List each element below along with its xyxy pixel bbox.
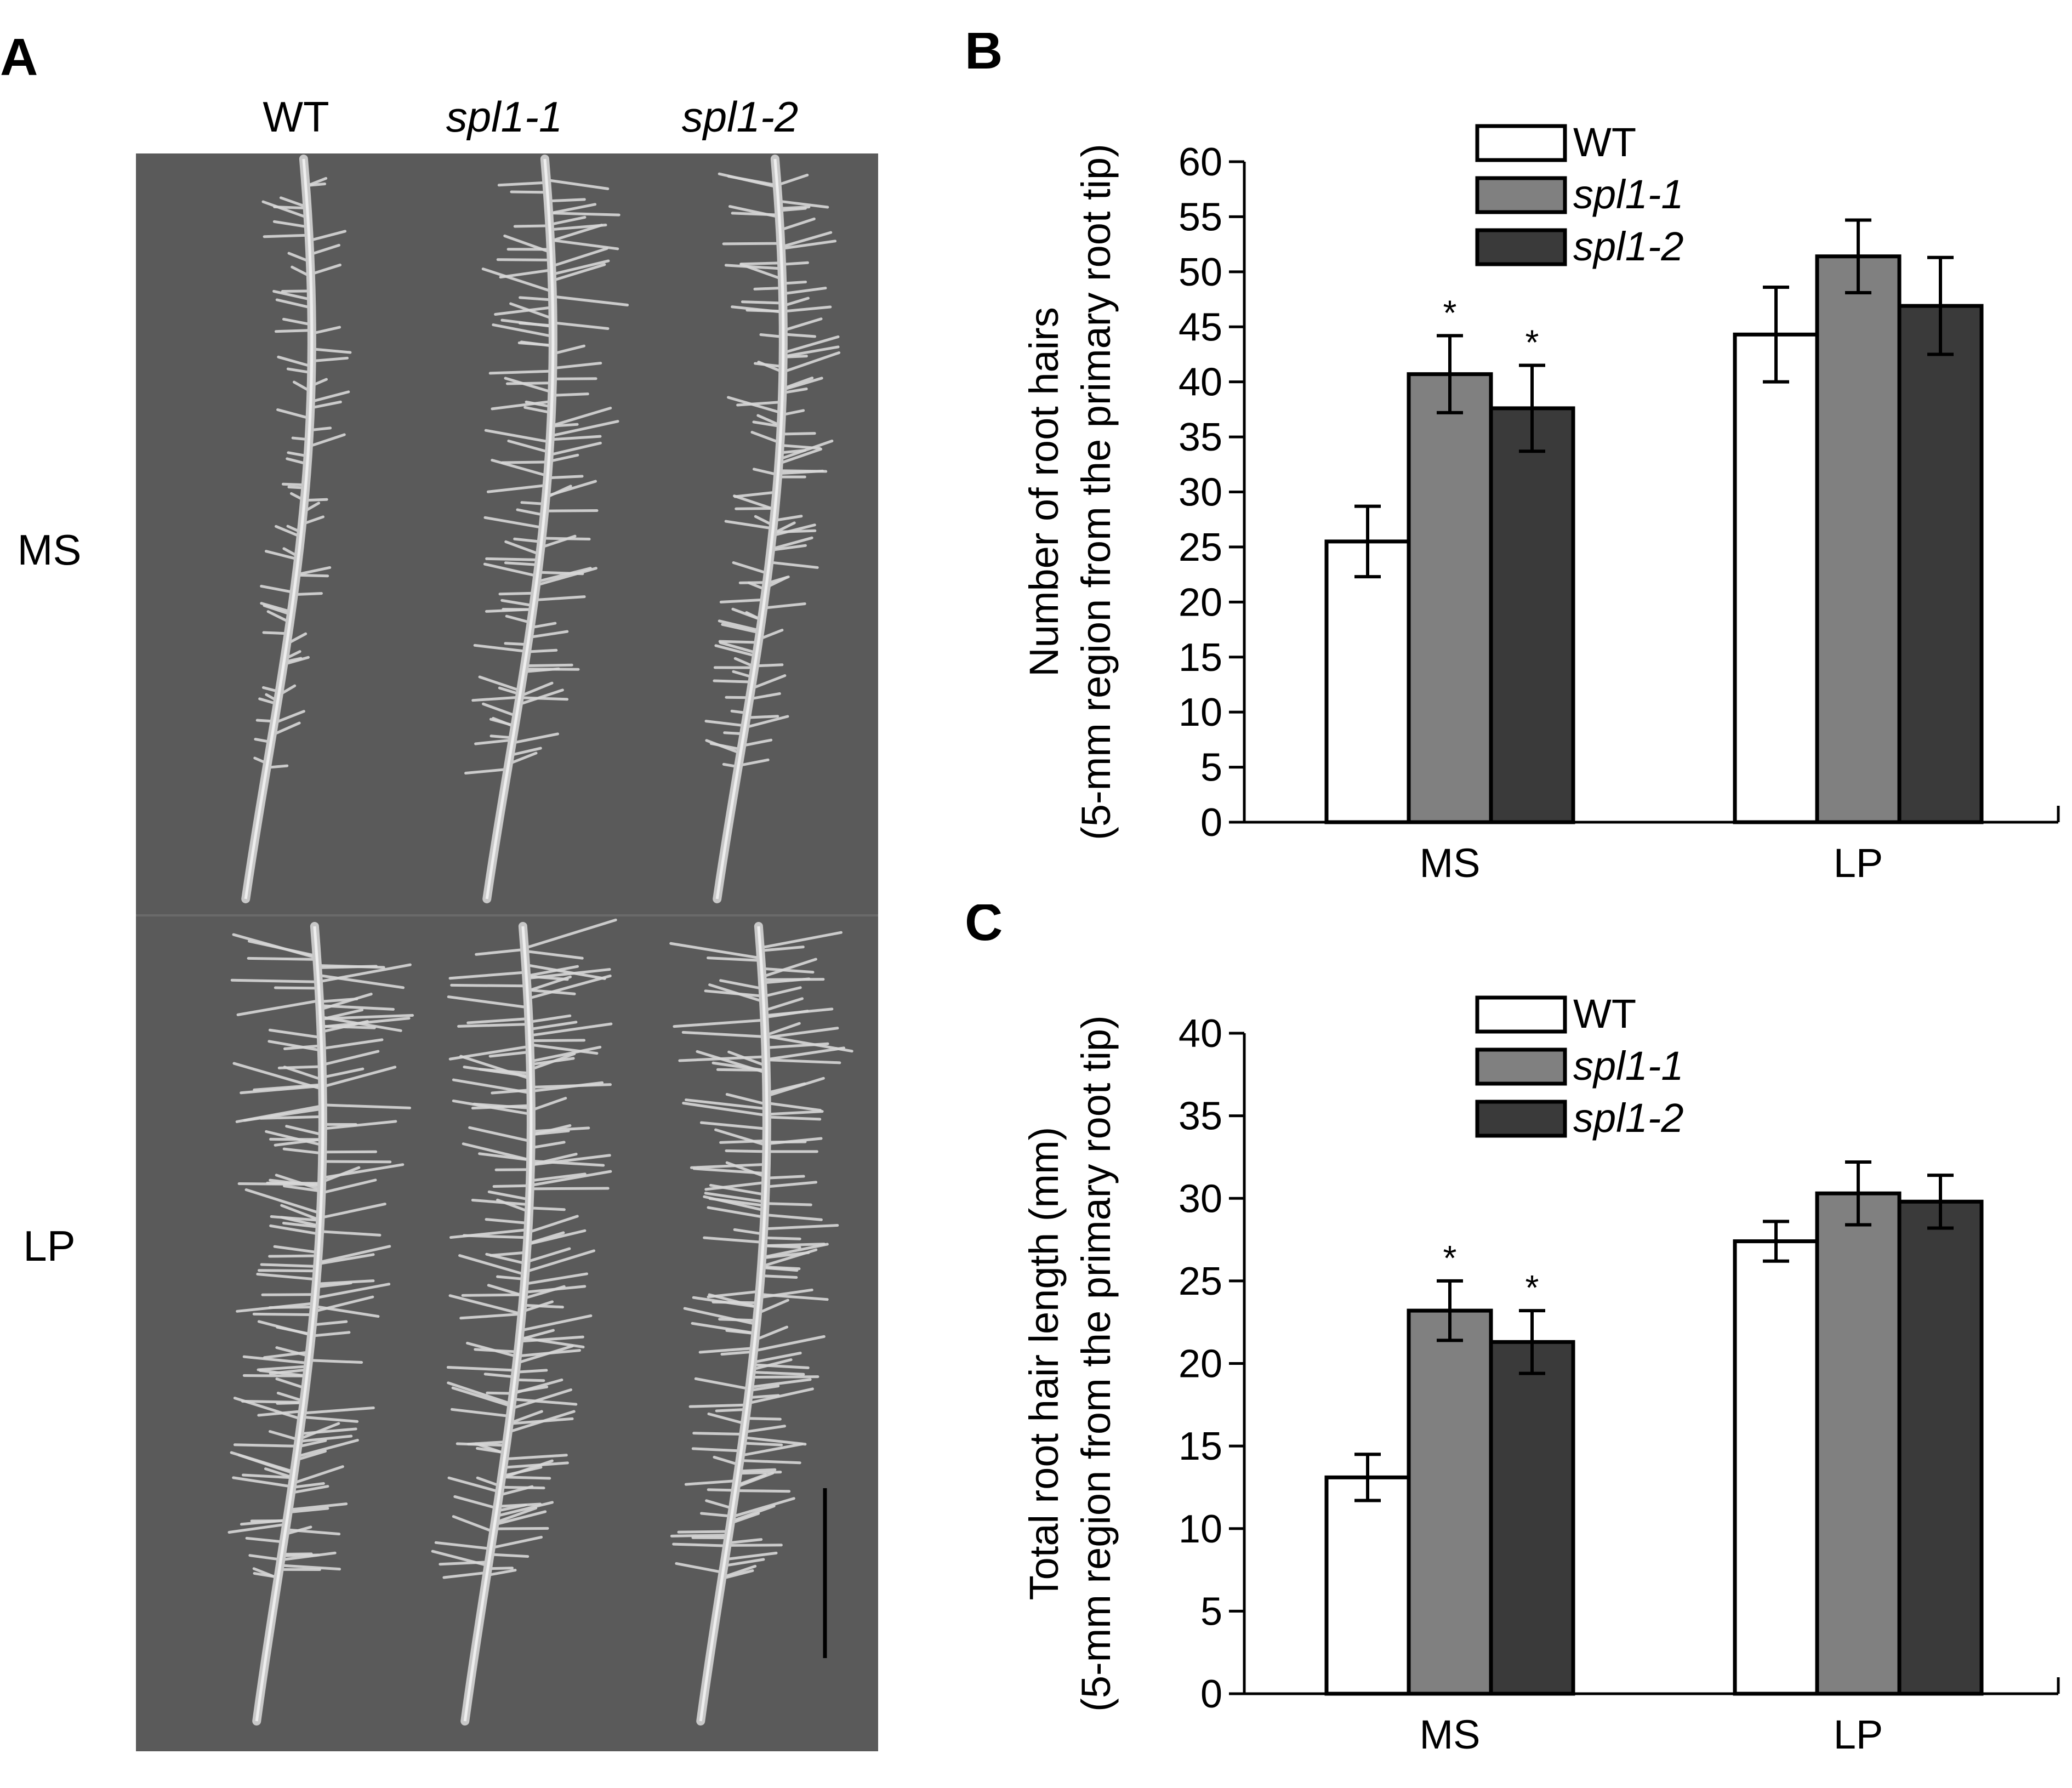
y-axis-label-2: (5-mm region from the primary root tip): [1073, 1015, 1119, 1712]
legend-label-spl1-1: spl1-1: [1573, 1043, 1684, 1089]
column-label-wt: WT: [263, 93, 329, 141]
column-label-spl1-1: spl1-1: [446, 93, 562, 141]
bar-lp-spl1-2: [1899, 1202, 1982, 1694]
y-tick-label: 25: [1179, 1260, 1222, 1303]
bar-ms-spl1-1: [1409, 1311, 1491, 1694]
root-photographs: WT spl1-1 spl1-2 MS LP: [0, 0, 899, 1785]
bar-lp-spl1-1: [1817, 257, 1899, 822]
bar-lp-wt: [1735, 1242, 1817, 1694]
significance-marker: *: [1525, 323, 1539, 362]
panel-letter-a: A: [0, 27, 38, 88]
y-tick-label: 35: [1179, 415, 1222, 459]
y-tick-label: 20: [1179, 580, 1222, 624]
row-label-lp: LP: [23, 1222, 75, 1270]
legend-swatch-wt: [1477, 998, 1565, 1032]
y-tick-label: 5: [1200, 1590, 1222, 1633]
y-tick-label: 35: [1179, 1095, 1222, 1138]
x-tick-label-ms: MS: [1420, 840, 1481, 886]
legend-label-wt: WT: [1573, 119, 1636, 165]
bar-lp-spl1-1: [1817, 1193, 1899, 1694]
y-tick-label: 30: [1179, 1177, 1222, 1221]
y-axis-label: Total root hair length (mm): [1021, 1127, 1067, 1601]
significance-marker: *: [1443, 1238, 1457, 1278]
row-label-ms: MS: [18, 526, 82, 574]
y-tick-label: 15: [1179, 636, 1222, 680]
chart-root-hair-length: C Total root hair length (mm)(5-mm region…: [965, 904, 2061, 1770]
bar-ms-spl1-2: [1491, 1342, 1573, 1694]
y-tick-label: 40: [1179, 1012, 1222, 1056]
bar-ms-wt: [1327, 542, 1409, 822]
x-tick-label-ms: MS: [1420, 1712, 1481, 1757]
y-tick-label: 60: [1179, 140, 1222, 184]
x-tick-label-lp: LP: [1834, 840, 1883, 886]
legend-swatch-spl1-2: [1477, 230, 1565, 264]
bar-lp-spl1-2: [1899, 306, 1982, 822]
legend-swatch-spl1-1: [1477, 1050, 1565, 1084]
bar-ms-spl1-1: [1409, 374, 1491, 822]
y-tick-label: 5: [1200, 746, 1222, 790]
legend-label-spl1-2: spl1-2: [1573, 1095, 1684, 1141]
y-axis-label: Number of root hairs: [1021, 307, 1067, 677]
column-label-spl1-2: spl1-2: [682, 93, 798, 141]
y-tick-label: 50: [1179, 250, 1222, 294]
y-tick-label: 30: [1179, 471, 1222, 515]
bar-ms-spl1-2: [1491, 408, 1573, 822]
panel-letter-b: B: [965, 33, 1003, 80]
chart-root-hair-number: B Number of root hairs(5-mm region from t…: [965, 33, 2061, 888]
y-tick-label: 25: [1179, 526, 1222, 570]
significance-marker: *: [1443, 293, 1457, 332]
root-photo-panel: A WT spl1-1 spl1-2 MS LP: [0, 0, 899, 1785]
y-tick-label: 0: [1200, 801, 1222, 845]
y-tick-label: 10: [1179, 1507, 1222, 1551]
bar-lp-wt: [1735, 334, 1817, 822]
y-tick-label: 55: [1179, 195, 1222, 239]
y-tick-label: 20: [1179, 1342, 1222, 1386]
legend-swatch-spl1-1: [1477, 178, 1565, 212]
y-tick-label: 45: [1179, 305, 1222, 349]
legend-label-spl1-1: spl1-1: [1573, 172, 1684, 217]
significance-marker: *: [1525, 1268, 1539, 1307]
panel-letter-c: C: [965, 904, 1003, 952]
legend-label-spl1-2: spl1-2: [1573, 224, 1684, 269]
y-tick-label: 15: [1179, 1425, 1222, 1468]
y-axis-label-2: (5-mm region from the primary root tip): [1073, 144, 1119, 840]
y-tick-label: 0: [1200, 1672, 1222, 1716]
legend-label-wt: WT: [1573, 991, 1636, 1037]
bar-ms-wt: [1327, 1477, 1409, 1694]
legend-swatch-wt: [1477, 126, 1565, 160]
y-tick-label: 10: [1179, 691, 1222, 734]
legend-swatch-spl1-2: [1477, 1102, 1565, 1136]
x-tick-label-lp: LP: [1834, 1712, 1883, 1757]
y-tick-label: 40: [1179, 361, 1222, 405]
